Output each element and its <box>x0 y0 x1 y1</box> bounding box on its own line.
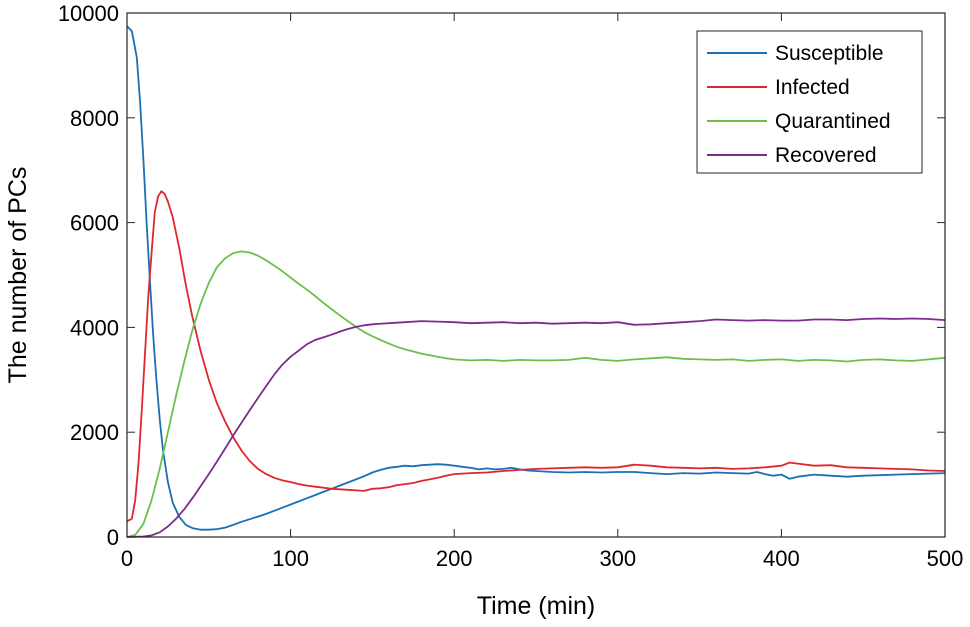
series-line-recovered <box>126 317 946 538</box>
x-axis-title: Time (min) <box>477 592 596 620</box>
y-tick-label: 0 <box>107 525 119 550</box>
plot-lines <box>126 25 946 538</box>
y-tick-label: 8000 <box>70 106 119 131</box>
x-tick-label: 100 <box>272 546 309 571</box>
x-axis-ticks: 0 100 200 300 400 500 <box>121 13 963 571</box>
y-axis-ticks: 0 2000 4000 6000 8000 10000 <box>58 1 945 550</box>
y-tick-label: 10000 <box>58 1 119 26</box>
x-tick-label: 500 <box>927 546 964 571</box>
legend-label: Recovered <box>775 144 877 167</box>
y-tick-label: 4000 <box>70 315 119 340</box>
legend-box <box>696 30 923 174</box>
legend-label: Infected <box>775 76 850 99</box>
legend-label: Quarantined <box>775 110 891 133</box>
legend: Susceptible Infected Quarantined Recovered <box>696 30 923 174</box>
legend-label: Susceptible <box>775 42 884 65</box>
series-line-susceptible <box>126 25 946 531</box>
x-tick-label: 300 <box>599 546 636 571</box>
x-tick-label: 0 <box>121 546 133 571</box>
x-tick-label: 200 <box>436 546 473 571</box>
series-line-quarantined <box>126 250 946 538</box>
x-tick-label: 400 <box>763 546 800 571</box>
y-tick-label: 2000 <box>70 420 119 445</box>
series-line-infected <box>126 190 946 523</box>
y-tick-label: 6000 <box>70 211 119 236</box>
y-axis-title: The number of PCs <box>4 167 32 384</box>
plot-frame <box>126 12 946 538</box>
